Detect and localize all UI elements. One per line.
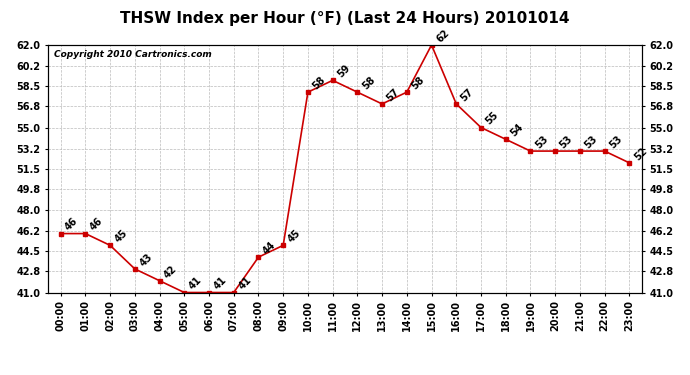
Text: 42: 42	[162, 263, 179, 280]
Text: 45: 45	[286, 228, 303, 244]
Text: 53: 53	[607, 134, 624, 150]
Text: 58: 58	[410, 75, 426, 92]
Text: 57: 57	[459, 87, 475, 103]
Text: 46: 46	[63, 216, 80, 233]
Text: 52: 52	[632, 146, 649, 162]
Text: 41: 41	[237, 275, 253, 292]
Text: 41: 41	[187, 275, 204, 292]
Text: 59: 59	[335, 63, 352, 80]
Text: 53: 53	[533, 134, 550, 150]
Text: 41: 41	[212, 275, 228, 292]
Text: Copyright 2010 Cartronics.com: Copyright 2010 Cartronics.com	[55, 50, 212, 59]
Text: THSW Index per Hour (°F) (Last 24 Hours) 20101014: THSW Index per Hour (°F) (Last 24 Hours)…	[120, 11, 570, 26]
Text: 62: 62	[434, 28, 451, 44]
Text: 58: 58	[310, 75, 327, 92]
Text: 45: 45	[113, 228, 130, 244]
Text: 44: 44	[262, 240, 278, 256]
Text: 53: 53	[582, 134, 600, 150]
Text: 58: 58	[360, 75, 377, 92]
Text: 55: 55	[484, 110, 500, 127]
Text: 57: 57	[385, 87, 402, 103]
Text: 43: 43	[137, 252, 155, 268]
Text: 54: 54	[509, 122, 525, 138]
Text: 46: 46	[88, 216, 105, 233]
Text: 53: 53	[558, 134, 575, 150]
